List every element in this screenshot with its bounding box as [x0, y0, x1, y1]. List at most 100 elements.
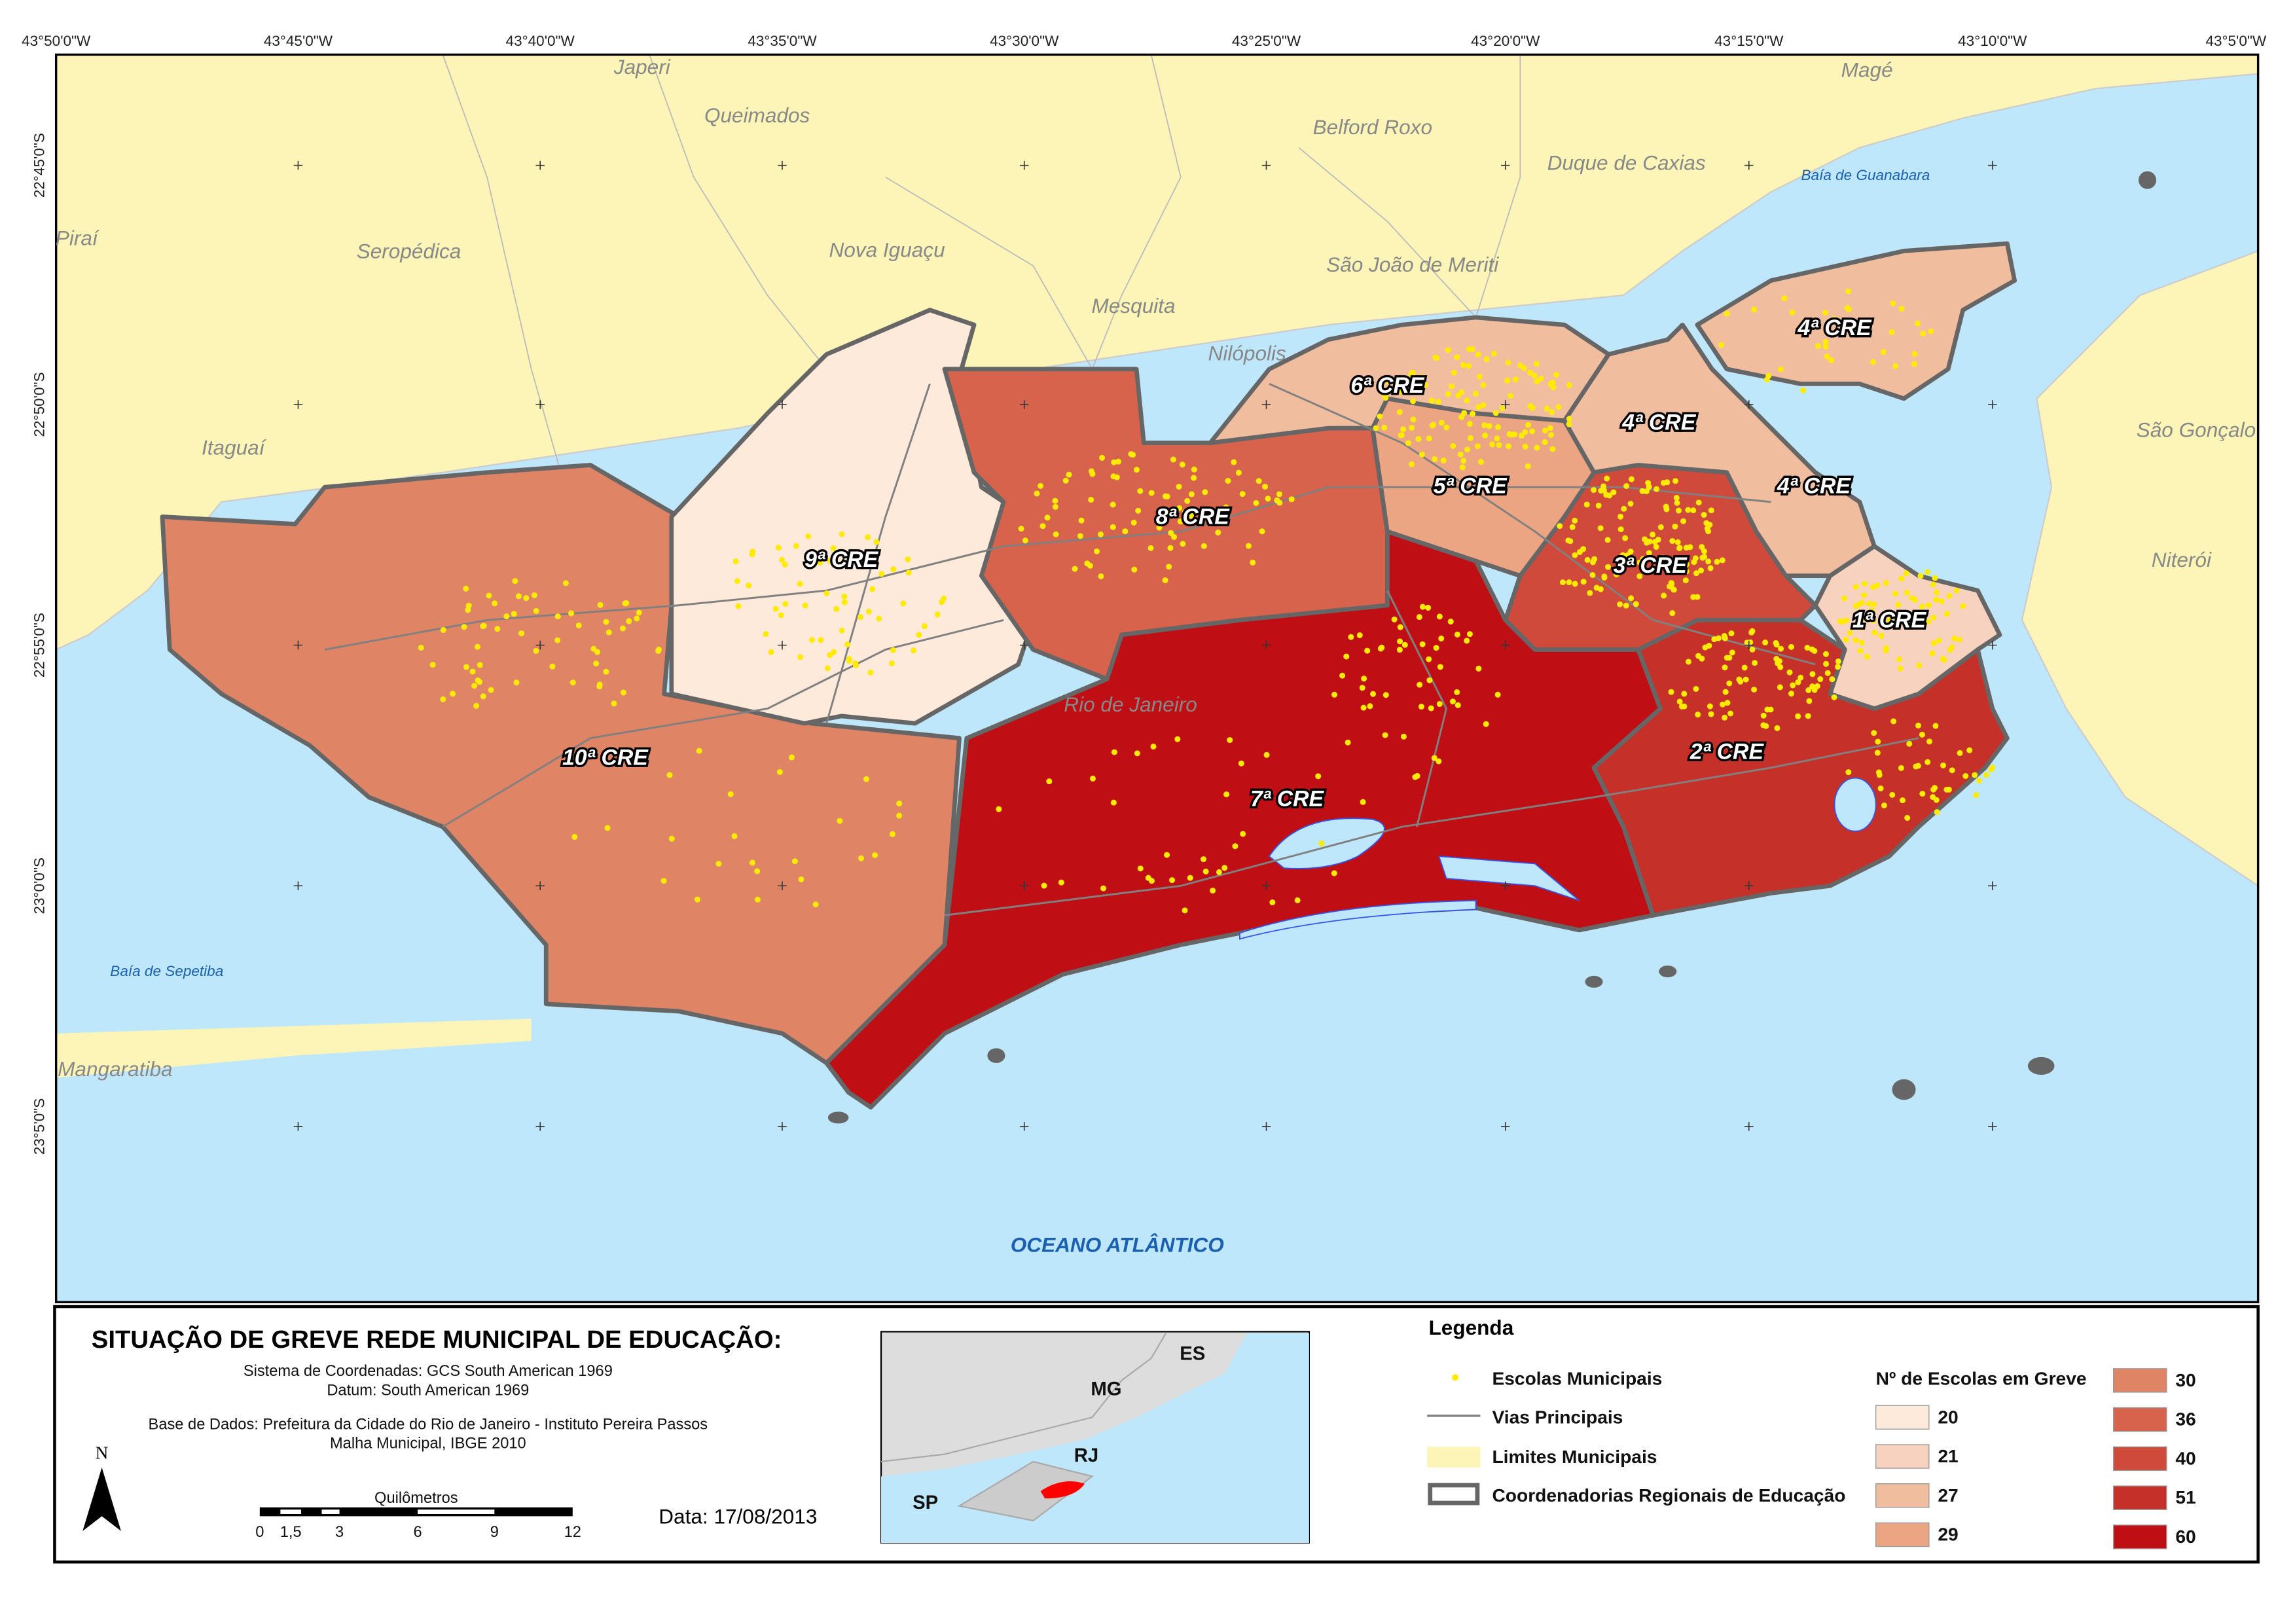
cre-label: 4ª CRE	[1621, 410, 1697, 435]
school-dot	[1110, 799, 1117, 806]
longitude-label: 43°20'0"W	[1471, 33, 1540, 49]
school-dot	[1701, 554, 1708, 560]
school-dot	[805, 533, 812, 539]
school-dot	[1475, 665, 1482, 672]
school-dot	[1426, 435, 1432, 442]
school-dot	[1903, 570, 1909, 577]
school-dot	[1715, 635, 1722, 641]
school-dot	[1701, 548, 1707, 554]
school-dot	[768, 649, 774, 655]
school-dot	[1811, 647, 1818, 654]
school-dot	[1795, 679, 1801, 685]
school-dot	[830, 545, 837, 552]
school-dot	[1569, 524, 1576, 530]
school-dot	[776, 768, 783, 775]
school-dot	[1760, 722, 1767, 729]
class-swatch	[1875, 1405, 1930, 1430]
school-dot	[1454, 689, 1460, 696]
school-dot	[779, 556, 786, 563]
school-dot	[1883, 645, 1889, 651]
legend-item: Coordenadorias Regionais de Educação	[1492, 1485, 1845, 1506]
school-dot	[1915, 722, 1922, 729]
school-dot	[1676, 545, 1682, 551]
school-dot	[531, 592, 537, 598]
school-dot	[867, 669, 874, 676]
school-dot	[562, 580, 569, 586]
school-dot	[1672, 523, 1678, 530]
school-dot	[1470, 410, 1476, 417]
school-dot	[1880, 349, 1887, 355]
school-dot	[1559, 579, 1566, 586]
school-dot	[839, 627, 845, 634]
school-dot	[1508, 393, 1514, 399]
school-dot	[1529, 405, 1536, 411]
school-dot	[1781, 295, 1788, 302]
school-dot	[1868, 607, 1875, 614]
graticule-cross	[1261, 160, 1271, 170]
school-dot	[1182, 509, 1188, 516]
school-dot	[1915, 763, 1921, 769]
class-swatch	[2113, 1446, 2167, 1471]
school-dot	[1627, 500, 1634, 507]
inset-label: MG	[1091, 1378, 1121, 1399]
school-dot	[477, 662, 483, 668]
school-dot	[1883, 580, 1889, 586]
school-dot	[1348, 634, 1354, 640]
school-dot	[1822, 310, 1828, 316]
graticule-cross	[778, 881, 787, 891]
school-dot	[571, 834, 578, 840]
school-dot	[1097, 531, 1104, 537]
school-dot	[1436, 613, 1443, 620]
school-dot	[1619, 552, 1626, 558]
school-dot	[798, 876, 804, 882]
school-dot	[1729, 649, 1735, 656]
school-dot	[1866, 600, 1872, 607]
school-dot	[996, 806, 1002, 812]
school-dot	[1130, 519, 1137, 526]
school-dot	[1162, 577, 1168, 584]
school-dot	[492, 600, 498, 607]
school-dot	[1044, 514, 1051, 521]
water-name: OCEANO ATLÂNTICO	[1011, 1233, 1225, 1257]
school-dot	[735, 603, 742, 609]
school-dot	[1382, 732, 1388, 738]
school-dot	[1681, 691, 1688, 697]
legend-swatch	[1427, 1447, 1481, 1468]
school-dot	[824, 665, 831, 672]
school-dot	[1668, 689, 1674, 695]
school-dot	[1156, 524, 1163, 531]
school-dot	[1664, 479, 1671, 486]
graticule-cross	[1019, 1122, 1029, 1131]
school-dot	[1911, 596, 1918, 603]
school-dot	[1555, 404, 1562, 410]
school-dot	[1683, 568, 1690, 575]
school-dot	[1617, 601, 1623, 607]
school-dot	[823, 590, 830, 597]
graticule-cross	[1744, 1122, 1754, 1131]
school-dot	[1695, 499, 1702, 506]
school-dot	[1708, 507, 1714, 514]
cre-1	[1813, 544, 2002, 712]
school-dot	[549, 663, 556, 670]
school-dot	[1466, 363, 1472, 369]
school-dot	[1263, 751, 1270, 758]
school-dot	[429, 662, 436, 668]
classes: 20 21 27 29 30 36 40 51 60	[1875, 1368, 2196, 1549]
school-dot	[1650, 532, 1656, 538]
school-dot	[1491, 350, 1498, 357]
school-dot	[1714, 558, 1720, 565]
school-dot	[1727, 710, 1734, 717]
school-dot	[1137, 488, 1144, 494]
school-dot	[1721, 633, 1727, 640]
school-dot	[1800, 387, 1807, 393]
school-dot	[1724, 310, 1730, 317]
school-dot	[1892, 590, 1898, 597]
scale-title: Quilômetros	[374, 1490, 458, 1507]
school-dot	[1911, 351, 1918, 357]
school-dot	[1898, 765, 1904, 771]
school-dot	[1694, 594, 1701, 600]
map	[54, 53, 2260, 1304]
school-dot	[1628, 595, 1635, 602]
school-dot	[668, 835, 675, 842]
school-dot	[1428, 397, 1435, 404]
